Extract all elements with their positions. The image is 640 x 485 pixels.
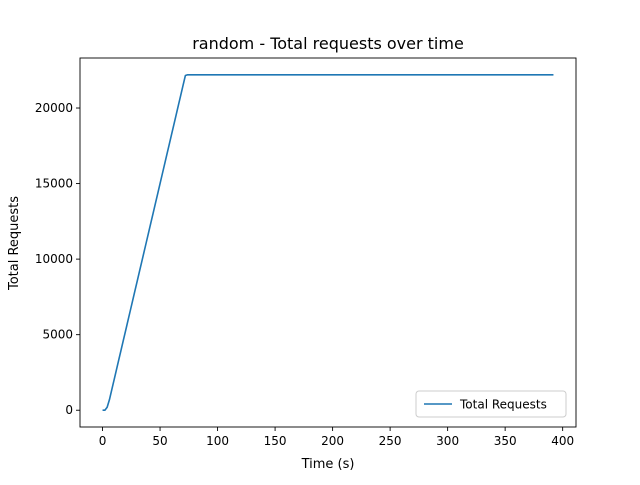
y-tick-label: 20000 [35,101,73,115]
plot-area [102,73,554,412]
legend-label: Total Requests [459,398,547,412]
x-tick-label: 0 [99,434,107,448]
chart-title: random - Total requests over time [192,34,464,53]
x-axis-label: Time (s) [301,457,355,472]
y-tick-label: 10000 [35,252,73,266]
series-line-0 [102,73,554,412]
axes-frame [79,57,577,428]
x-tick-label: 150 [264,434,287,448]
x-tick-label: 250 [379,434,402,448]
x-tick-label: 400 [551,434,574,448]
y-tick-label: 5000 [42,328,73,342]
y-tick-label: 15000 [35,177,73,191]
x-tick-label: 300 [436,434,459,448]
y-axis-label: Total Requests [7,196,22,291]
legend: Total Requests [415,390,567,418]
axes: 0 50 100 150 200 250 300 350 400 0 5000 10000 15000 2… [35,57,577,448]
x-tick-label: 350 [494,434,517,448]
x-tick-label: 100 [206,434,229,448]
x-tick-label: 50 [152,434,167,448]
legend-box [415,390,567,418]
y-tick-label: 0 [65,403,73,417]
x-tick-label: 200 [321,434,344,448]
